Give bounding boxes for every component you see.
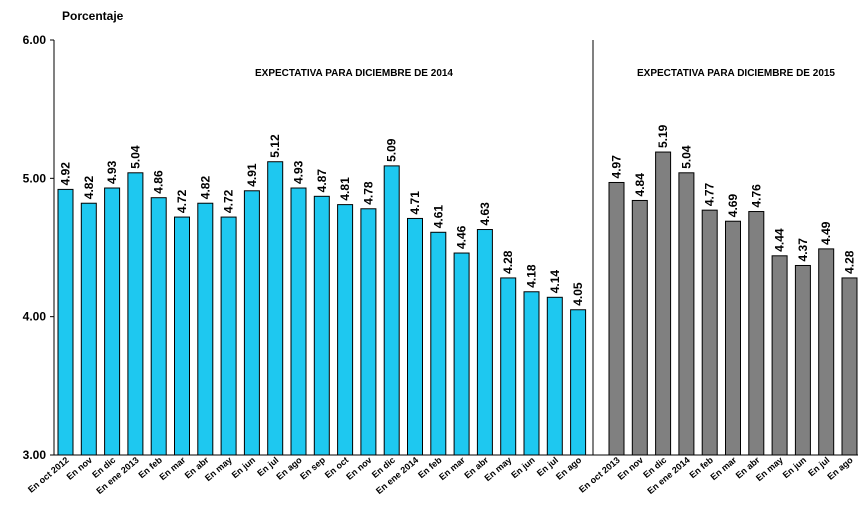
value-label: 4.82 [198,176,212,200]
bar [290,187,307,456]
value-label: 4.69 [726,194,740,218]
bar [655,151,672,456]
value-label: 4.63 [478,202,492,226]
bar [383,165,400,456]
bar [570,309,587,456]
bar [57,188,74,456]
value-label: 4.44 [773,228,787,252]
bar [500,277,517,456]
value-label: 4.76 [749,184,763,208]
x-tick-label: En mar [437,455,467,483]
bar [701,209,718,456]
bar [337,204,354,456]
x-tick-label: En nov [616,455,645,482]
value-label: 4.18 [525,264,539,288]
x-tick-label: En jun [509,455,536,480]
value-label: 4.71 [408,191,422,215]
x-tick-label: En nov [65,455,94,482]
bar [748,211,765,456]
bar [523,291,540,456]
bar [725,220,741,456]
value-label: 4.92 [59,162,73,186]
bar [608,181,625,456]
value-label: 4.78 [361,181,375,205]
bar [407,217,423,456]
value-label: 4.84 [633,173,647,197]
section-label: EXPECTATIVA PARA DICIEMBRE DE 2014 [255,68,453,79]
bar [631,199,648,456]
value-label: 4.37 [796,238,810,262]
value-label: 4.77 [703,182,717,206]
x-tick-label: En mar [708,455,738,483]
value-label: 4.72 [175,189,189,213]
value-label: 4.93 [105,160,119,184]
value-label: 5.09 [385,138,399,162]
y-tick-label: 3.00 [23,448,47,462]
value-label: 5.19 [656,124,670,148]
value-label: 4.87 [315,169,329,193]
value-label: 5.04 [128,145,142,169]
value-label: 4.97 [610,155,624,179]
value-label: 4.49 [819,221,833,245]
x-tick-label: En sep [298,455,327,482]
bar [313,195,330,456]
bar [771,255,788,456]
value-label: 4.14 [548,270,562,294]
bar [197,202,214,456]
bars [57,151,858,456]
bar [243,190,260,456]
bar [360,208,377,456]
bar [220,216,237,456]
value-label: 5.12 [268,134,282,158]
value-label: 4.86 [152,170,166,194]
bar [476,229,493,456]
bar [80,202,97,456]
bar [794,264,811,456]
x-tick-label: En mar [157,455,187,483]
x-tick-label: En jun [781,455,808,480]
value-label: 4.46 [455,225,469,249]
value-label: 4.28 [501,250,515,274]
value-label: 4.05 [571,282,585,306]
x-tick-label: En ago [554,455,584,482]
bar [104,187,121,456]
y-tick-label: 6.00 [23,33,47,47]
y-tick-label: 5.00 [23,171,47,185]
value-label: 4.82 [82,176,96,200]
bar [678,172,695,456]
value-label: 4.91 [245,163,259,187]
x-tick-label: En ago [274,455,304,482]
value-label: 4.72 [222,189,236,213]
bar [174,216,190,456]
y-tick-label: 4.00 [23,310,47,324]
value-label: 4.93 [292,160,306,184]
bar [150,197,167,456]
bar [546,296,563,456]
value-label: 4.81 [338,177,352,201]
bar [127,172,144,456]
section-labels: EXPECTATIVA PARA DICIEMBRE DE 2014 EXPECT… [255,68,835,79]
section-label: EXPECTATIVA PARA DICIEMBRE DE 2015 [637,68,835,79]
value-label: 5.04 [679,145,693,169]
value-label: 4.28 [843,250,857,274]
bar [267,161,284,456]
value-label: 4.61 [431,205,445,229]
x-tick-label: En jun [230,455,257,480]
bar [841,277,858,456]
value-labels: 4.92 4.82 4.93 5.04 4.86 4.72 4.82 4.72 4.91 5.12… [59,124,857,305]
x-tick-label: En ago [825,455,855,482]
y-axis-title: Porcentaje [62,9,124,23]
bar [430,231,447,456]
x-tick-label: En nov [344,455,373,482]
bar [818,248,835,456]
bar [453,252,470,456]
